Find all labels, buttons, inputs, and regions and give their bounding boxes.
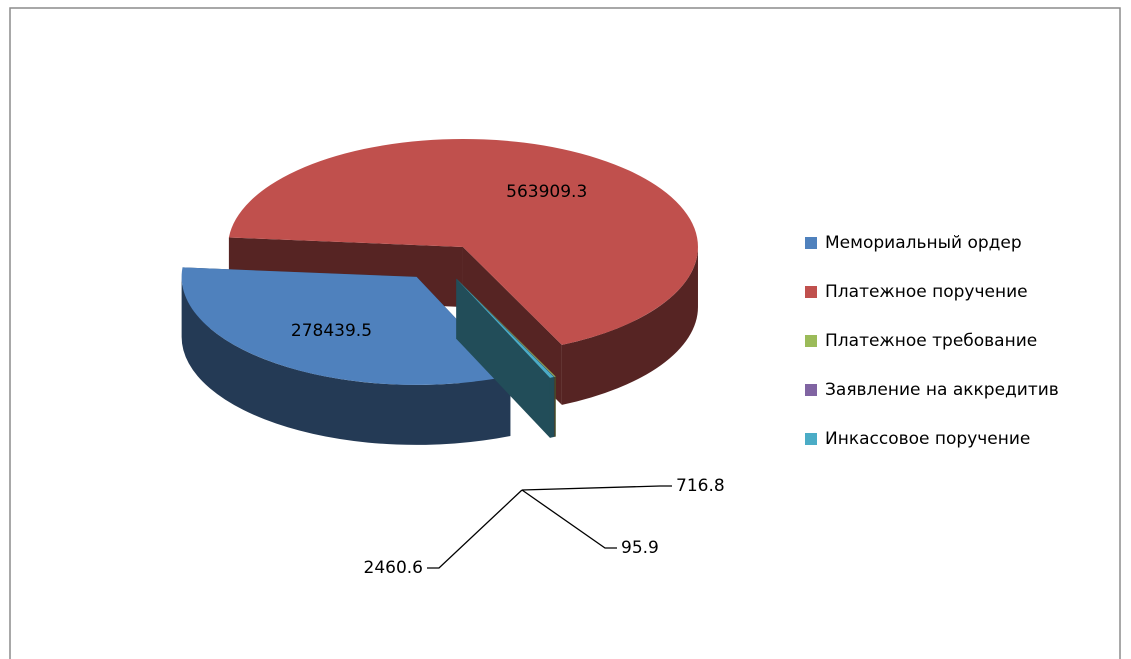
legend-swatch [805, 433, 817, 445]
data-label: 716.8 [676, 476, 725, 496]
data-label: 95.9 [621, 538, 659, 558]
pie: 278439.5 563909.3 716.8 95.9 2460.6 [181, 138, 725, 578]
legend-swatch [805, 335, 817, 347]
slice-wall [561, 246, 698, 405]
data-label: 563909.3 [506, 182, 587, 202]
slice-top [456, 278, 554, 378]
leader-line [521, 489, 617, 549]
slice-wall [549, 377, 554, 438]
legend-swatch [805, 286, 817, 298]
slice-top [456, 278, 556, 377]
slice [181, 267, 511, 445]
slice-wall [181, 276, 511, 445]
legend-label: Инкассовое поручение [825, 429, 1030, 449]
legend-label: Заявление на аккредитив [825, 380, 1059, 400]
leader-line [427, 489, 523, 569]
slice [456, 278, 554, 438]
legend-swatch [805, 384, 817, 396]
leader-line [521, 485, 672, 491]
legend-swatch [805, 237, 817, 249]
legend-label: Платежное требование [825, 331, 1037, 351]
legend: Мемориальный ордер Платежное поручение Пла… [805, 233, 1059, 449]
slice-side [456, 278, 550, 438]
slice-top [456, 278, 555, 377]
slice-top [228, 138, 698, 345]
legend-label: Мемориальный ордер [825, 233, 1022, 253]
data-label: 278439.5 [291, 321, 372, 341]
slice-wall [554, 376, 556, 437]
slice-top [181, 267, 511, 385]
legend-label: Платежное поручение [825, 282, 1028, 302]
data-label: 2460.6 [364, 558, 423, 578]
